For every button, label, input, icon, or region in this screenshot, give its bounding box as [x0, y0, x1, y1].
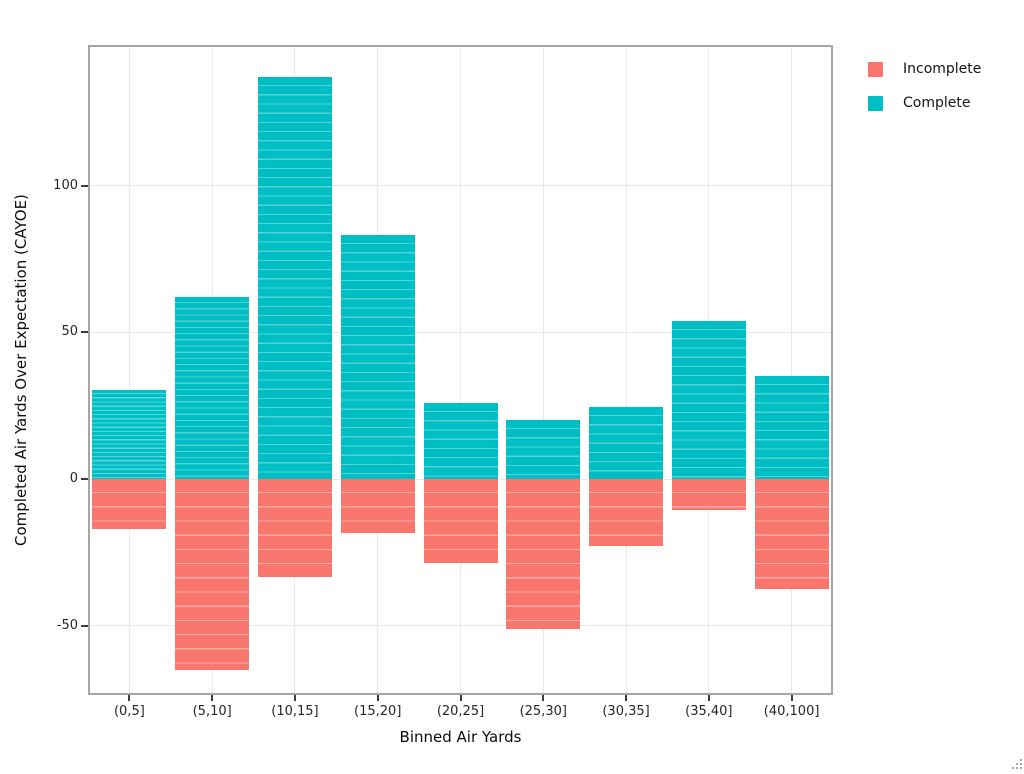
x-axis-title: Binned Air Yards	[399, 728, 522, 746]
legend-label-complete: Complete	[903, 95, 971, 111]
x-tick-label: (35,40]	[685, 704, 733, 719]
plot-panel: 100 50 0 -50 (0,5] (5,10] (10,15] (15,20] (20,25…	[53, 45, 833, 719]
x-tick-label: (40,100]	[763, 704, 820, 719]
x-tick-mark	[376, 695, 379, 701]
y-tick-mark	[81, 184, 88, 187]
gridline-vertical	[791, 45, 793, 695]
bar-segment-incomplete	[754, 479, 829, 590]
x-tick-mark	[293, 695, 296, 701]
x-tick-label: (25,30]	[519, 704, 567, 719]
y-tick-label: -50	[56, 617, 78, 633]
bar-segment-complete	[506, 420, 581, 479]
bar-segment-complete	[754, 376, 829, 479]
x-tick-mark	[211, 695, 214, 701]
legend-swatch-incomplete	[868, 61, 883, 77]
bar-segment-complete	[671, 320, 746, 479]
gridline-vertical	[128, 45, 130, 695]
bar-segment-complete	[423, 402, 498, 479]
y-axis-title: Completed Air Yards Over Expectation (CA…	[12, 194, 30, 546]
bar-segment-incomplete	[340, 479, 415, 534]
resize-grip-icon[interactable]	[1011, 755, 1023, 769]
bar-segment-incomplete	[506, 479, 581, 629]
bar-segment-incomplete	[175, 479, 250, 670]
y-tick-mark	[81, 478, 88, 480]
y-tick-label: 50	[61, 324, 78, 340]
y-tick-mark	[81, 331, 88, 334]
x-tick-mark	[625, 695, 628, 701]
bar-segment-complete	[257, 77, 332, 479]
legend-item-incomplete: Incomplete	[868, 61, 981, 77]
y-tick-label: 100	[53, 177, 78, 193]
gridline-vertical	[542, 45, 544, 695]
x-tick-mark	[459, 695, 462, 701]
x-tick-mark	[542, 695, 545, 701]
bar-segment-incomplete	[257, 479, 332, 578]
legend-label-incomplete: Incomplete	[903, 61, 982, 77]
bar-segment-complete	[589, 407, 664, 479]
bar-segment-complete	[340, 235, 415, 479]
bar-segment-incomplete	[423, 479, 498, 563]
x-tick-label: (30,35]	[602, 704, 650, 719]
bar-segment-incomplete	[589, 479, 664, 547]
x-tick-label: (15,20]	[354, 704, 402, 719]
x-tick-label: (5,10]	[192, 704, 232, 719]
y-tick-mark	[81, 624, 88, 627]
bar-segment-incomplete	[92, 479, 167, 529]
legend-item-complete: Complete	[868, 95, 981, 111]
x-tick-mark	[790, 695, 793, 701]
y-tick-label: 0	[69, 471, 78, 486]
legend: Incomplete Complete	[868, 61, 981, 129]
legend-swatch-complete	[868, 95, 883, 111]
x-tick-label: (20,25]	[436, 704, 485, 719]
x-tick-label: (10,15]	[271, 704, 319, 719]
x-tick-mark	[707, 695, 710, 701]
bar-segment-complete	[92, 389, 167, 479]
bar-segment-complete	[175, 297, 250, 479]
x-tick-mark	[128, 695, 131, 701]
x-tick-label: (0,5]	[113, 704, 145, 719]
gridline-vertical	[460, 45, 461, 695]
bar-segment-incomplete	[671, 479, 746, 510]
gridline-vertical	[625, 45, 627, 695]
